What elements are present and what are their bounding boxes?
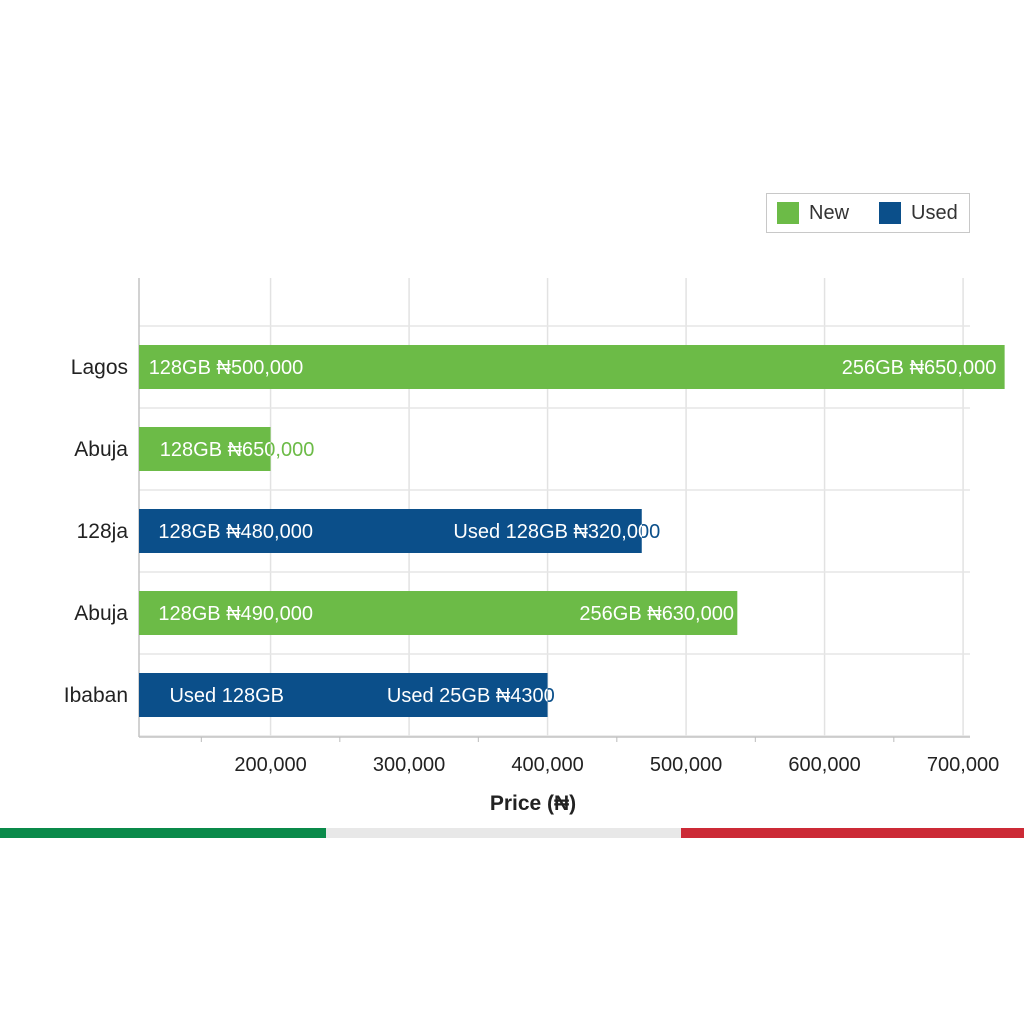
- legend-label-used: Used: [911, 201, 958, 224]
- x-tick-label-2: 400,000: [511, 754, 583, 776]
- bar-label-3-0: 128GB ₦490,000: [158, 603, 313, 625]
- x-tick-label-0: 200,000: [234, 754, 306, 776]
- bars: [139, 345, 1005, 717]
- bar-label-0-0: 128GB ₦500,000: [149, 357, 304, 379]
- legend-item-used: Used: [879, 202, 958, 225]
- x-tick-label-3: 500,000: [650, 754, 722, 776]
- flag-stripe-green: [0, 828, 326, 838]
- x-tick-label-5: 700,000: [927, 754, 999, 776]
- category-label-1: Abuja: [74, 438, 128, 461]
- legend-swatch-new: [777, 202, 799, 224]
- bar-label-1-0: 128GB ₦650,000: [160, 439, 315, 461]
- legend-item-new: New: [777, 202, 849, 225]
- x-tick-label-1: 300,000: [373, 754, 445, 776]
- legend-swatch-used: [879, 202, 902, 224]
- flag-stripe-white: [326, 828, 681, 838]
- bar-label-4-1: Used 25GB ₦4300: [387, 685, 555, 707]
- category-labels: Lagos Abuja 128ja Abuja Ibaban: [64, 356, 129, 707]
- legend-label-new: New: [809, 201, 850, 224]
- bar-labels: 128GB ₦500,000 256GB ₦650,000 128GB ₦650,0…: [149, 357, 997, 707]
- category-label-2: 128ja: [77, 520, 129, 543]
- bar-1: [139, 427, 271, 471]
- category-label-0: Lagos: [71, 356, 128, 379]
- chart-legend: New Used: [766, 193, 970, 233]
- x-axis-title: Price (₦): [490, 792, 576, 815]
- category-label-3: Abuja: [74, 602, 128, 625]
- bar-label-3-1: 256GB ₦630,000: [579, 603, 734, 625]
- category-label-4: Ibaban: [64, 684, 128, 707]
- bar-0: [139, 345, 1005, 389]
- bar-label-0-1: 256GB ₦650,000: [842, 357, 997, 379]
- bar-label-4-0: Used 128GB: [169, 685, 284, 707]
- x-tick-label-4: 600,000: [788, 754, 860, 776]
- bar-label-2-1: Used 128GB ₦320,000: [453, 521, 660, 543]
- bar-3: [139, 591, 738, 635]
- bar-4: [139, 673, 548, 717]
- bar-2: [139, 509, 642, 553]
- bar-label-2-0: 128GB ₦480,000: [158, 521, 313, 543]
- x-axis: 200,000 300,000 400,000 500,000 600,000 700,0…: [200, 737, 999, 776]
- flag-stripe-red: [681, 828, 1024, 838]
